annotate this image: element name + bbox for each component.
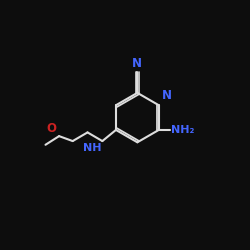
Text: N: N (162, 89, 172, 102)
Text: O: O (46, 122, 56, 135)
Text: NH₂: NH₂ (171, 125, 194, 135)
Text: N: N (132, 57, 142, 70)
Text: NH: NH (82, 143, 101, 153)
